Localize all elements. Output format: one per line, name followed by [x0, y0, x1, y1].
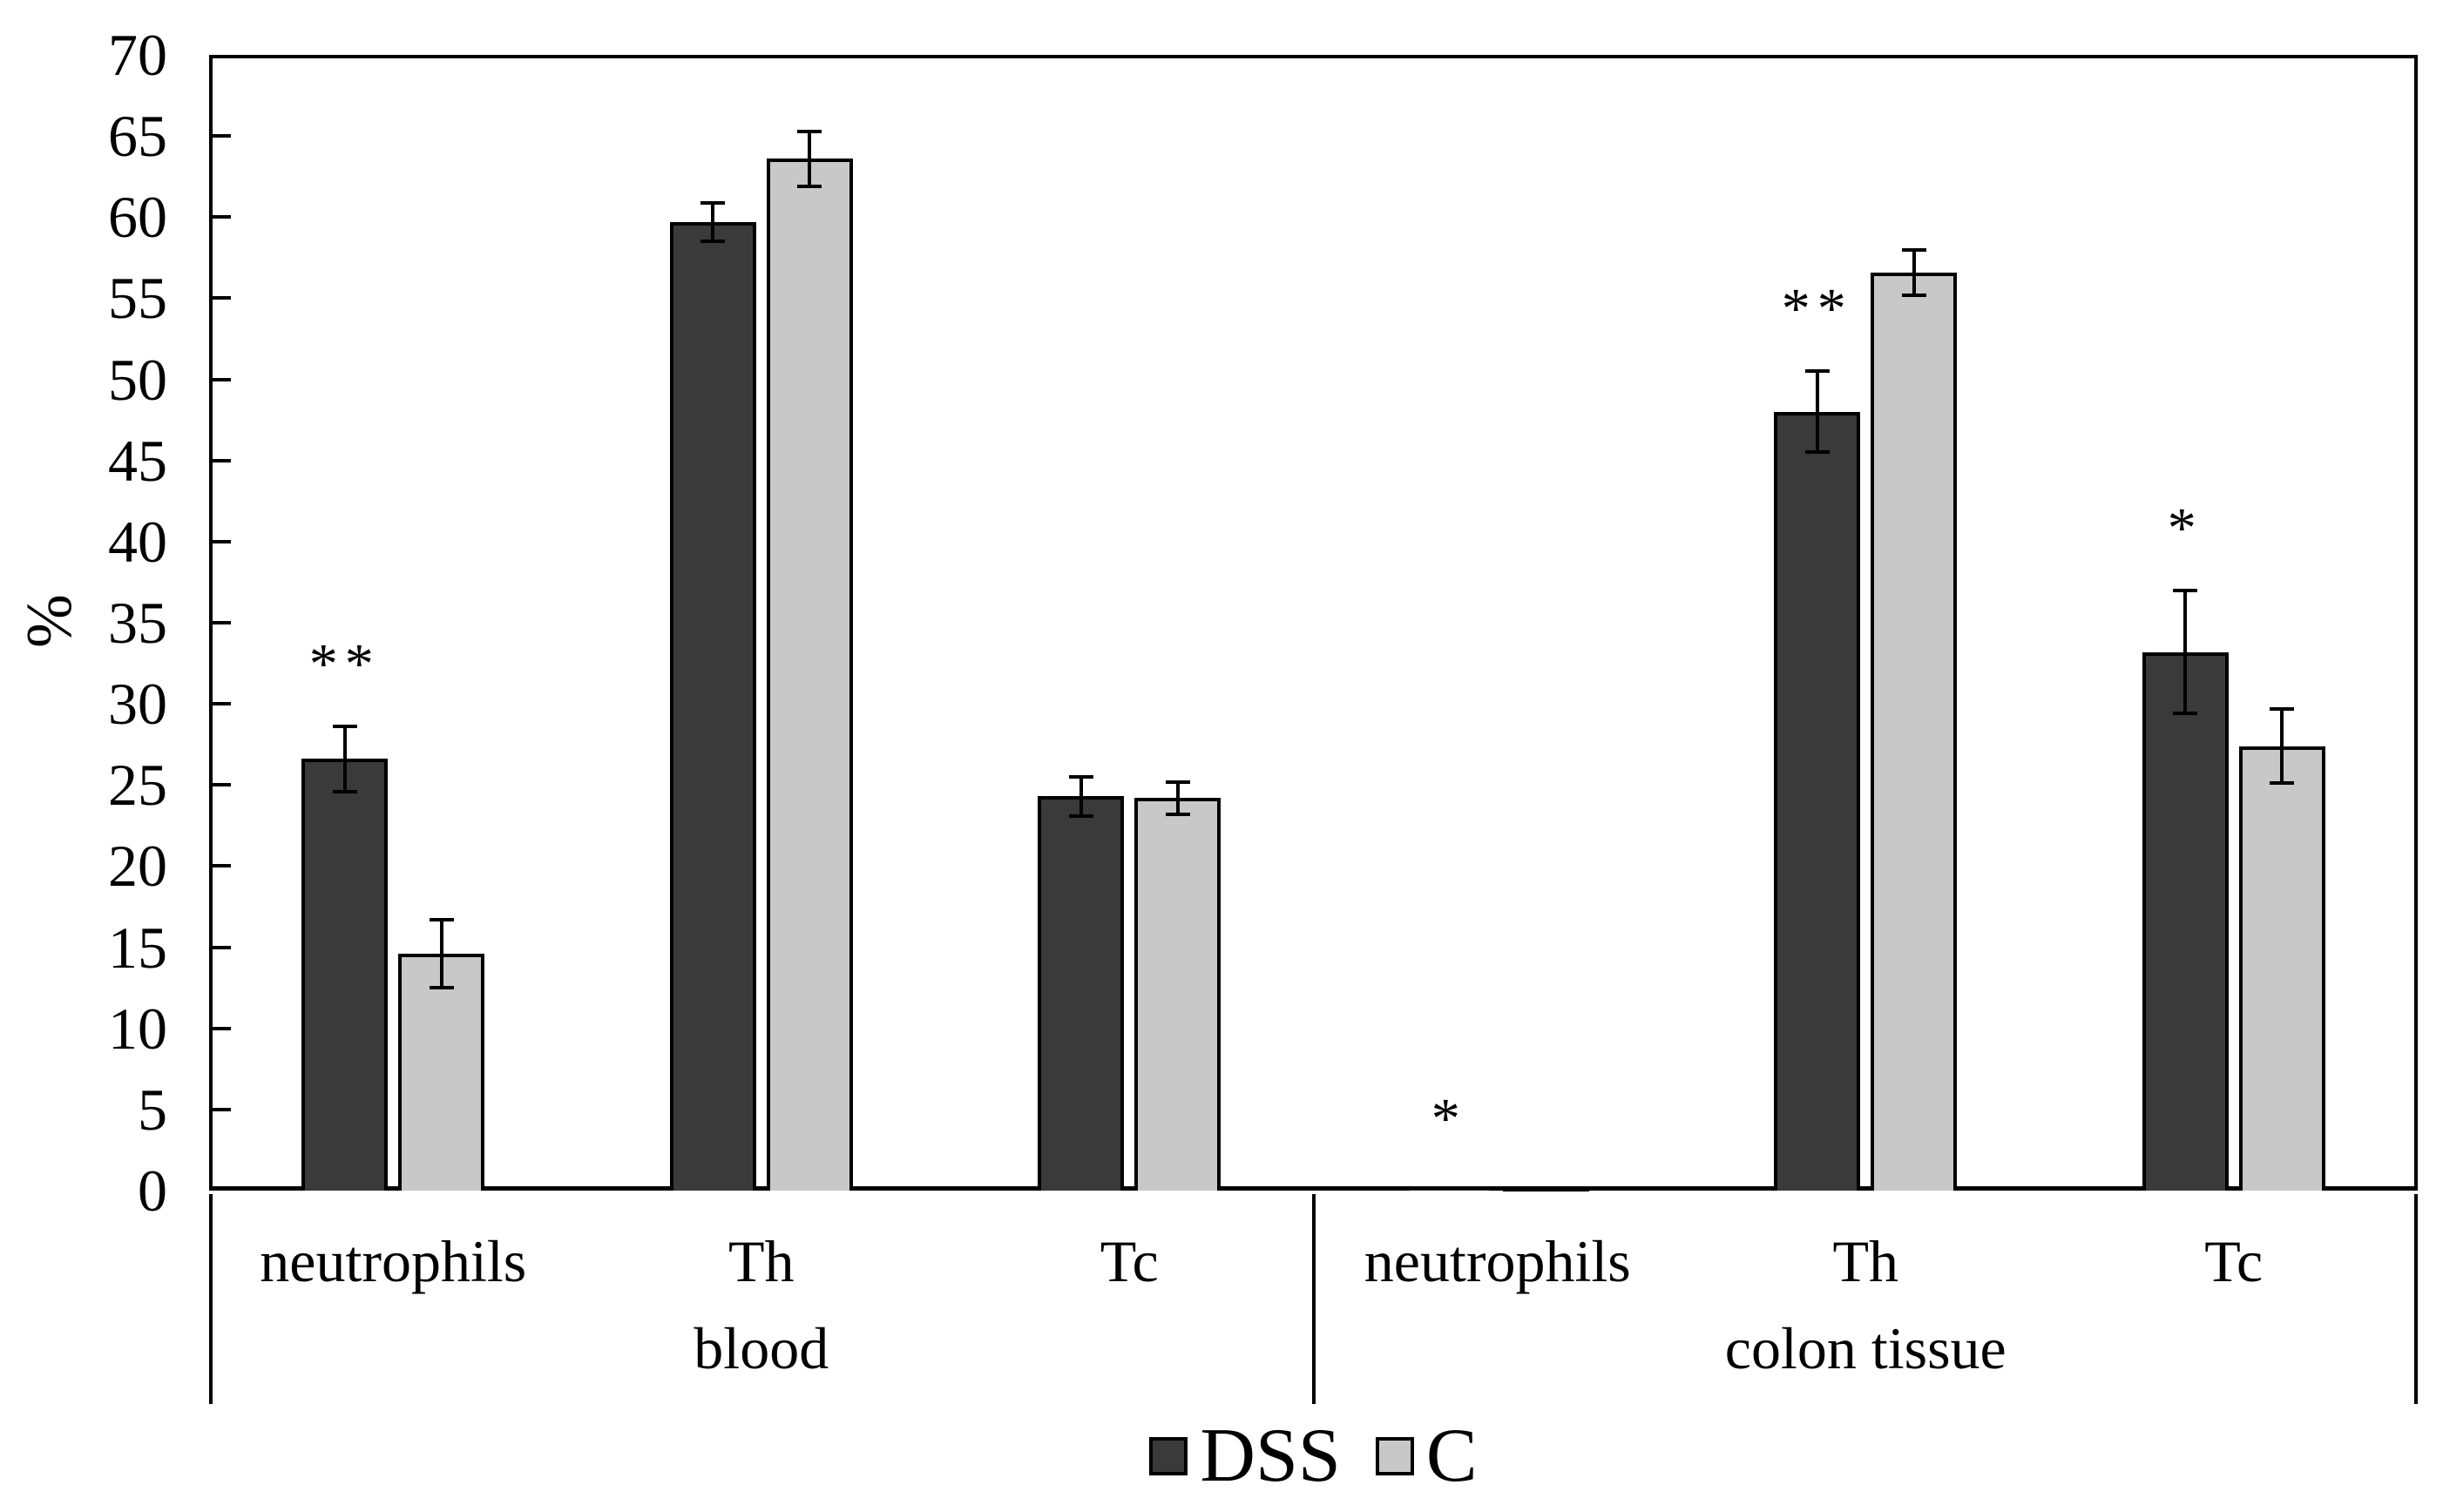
error-cap-bottom-c-blood-neutrophils	[429, 986, 454, 990]
ytick-label-40: 40	[108, 508, 167, 575]
error-cap-top-c-blood-Th	[797, 129, 822, 133]
bar-dss-colon-tissue-Tc	[2142, 651, 2229, 1191]
error-cap-bottom-dss-blood-neutrophils	[332, 789, 357, 793]
ytick-label-5: 5	[138, 1076, 167, 1143]
bar-c-blood-Th	[766, 159, 853, 1191]
group-label-colon-tissue: colon tissue	[1724, 1315, 2007, 1381]
bar-dss-blood-Th	[669, 221, 756, 1191]
error-bar-dss-blood-Tc	[1079, 776, 1083, 816]
significance-marker-colon-tissue-Th: **	[1781, 277, 1853, 341]
error-cap-top-dss-blood-Th	[700, 200, 726, 205]
ytick-mark-35	[213, 621, 231, 624]
bar-c-colon-tissue-Tc	[2238, 746, 2325, 1191]
ytick-mark-65	[213, 134, 231, 138]
error-cap-top-c-blood-neutrophils	[429, 917, 454, 921]
category-label-colon-tissue-neutrophils: neutrophils	[1364, 1228, 1631, 1294]
error-bar-c-blood-Th	[808, 131, 812, 186]
ytick-mark-40	[213, 539, 231, 543]
group-label-blood: blood	[694, 1315, 829, 1381]
legend-entry-dss: DSS	[1149, 1414, 1341, 1498]
error-bar-c-colon-tissue-Th	[1912, 249, 1916, 295]
ytick-label-35: 35	[108, 590, 167, 656]
ytick-label-20: 20	[108, 833, 167, 900]
error-cap-bottom-dss-blood-Th	[700, 240, 726, 244]
error-bar-dss-colon-tissue-Tc	[2183, 590, 2188, 714]
ytick-label-25: 25	[108, 752, 167, 819]
error-cap-top-c-colon-tissue-Tc	[2270, 706, 2295, 711]
legend-swatch-dss-icon	[1149, 1437, 1188, 1475]
legend-label-c: C	[1425, 1414, 1478, 1498]
error-cap-top-c-blood-Tc	[1165, 780, 1190, 784]
significance-marker-blood-neutrophils: **	[308, 632, 381, 697]
bar-dss-colon-tissue-Th	[1774, 411, 1861, 1191]
ytick-mark-30	[213, 702, 231, 706]
category-label-blood-neutrophils: neutrophils	[260, 1228, 527, 1294]
bar-dss-blood-Tc	[1038, 796, 1125, 1191]
category-label-colon-tissue-Th: Th	[1832, 1228, 1899, 1294]
error-cap-bottom-dss-colon-tissue-Tc	[2173, 712, 2198, 716]
error-cap-bottom-dss-blood-Tc	[1068, 813, 1093, 818]
category-axis-separator-left	[209, 1194, 213, 1404]
ytick-label-70: 70	[108, 22, 167, 88]
error-cap-bottom-c-colon-tissue-Tc	[2270, 781, 2295, 786]
bar-c-blood-Tc	[1134, 798, 1222, 1191]
error-cap-top-dss-blood-Tc	[1068, 774, 1093, 779]
ytick-mark-20	[213, 864, 231, 868]
ytick-label-50: 50	[108, 346, 167, 413]
ytick-mark-45	[213, 458, 231, 462]
bar-c-blood-neutrophils	[398, 954, 485, 1191]
ytick-mark-55	[213, 296, 231, 300]
error-bar-c-blood-neutrophils	[439, 919, 443, 989]
ytick-mark-10	[213, 1026, 231, 1030]
significance-marker-colon-tissue-neutrophils: *	[1431, 1087, 1467, 1151]
category-label-blood-Th: Th	[727, 1228, 795, 1294]
legend-label-dss: DSS	[1200, 1414, 1341, 1498]
ytick-label-10: 10	[108, 995, 167, 1062]
ytick-label-55: 55	[108, 265, 167, 332]
legend-entry-c: C	[1375, 1414, 1478, 1498]
ytick-label-65: 65	[108, 103, 167, 170]
bar-c-colon-tissue-Th	[1871, 272, 1958, 1191]
ytick-label-0: 0	[138, 1158, 167, 1224]
error-cap-bottom-c-colon-tissue-Th	[1901, 293, 1926, 297]
bar-dss-blood-neutrophils	[301, 759, 389, 1191]
error-cap-top-dss-blood-neutrophils	[332, 725, 357, 729]
error-cap-bottom-c-blood-Tc	[1165, 812, 1190, 816]
ytick-mark-50	[213, 377, 231, 381]
error-cap-bottom-dss-colon-tissue-Th	[1804, 450, 1830, 455]
error-cap-top-dss-colon-tissue-Tc	[2173, 588, 2198, 592]
error-cap-top-dss-colon-tissue-Th	[1804, 369, 1830, 374]
legend-swatch-c-icon	[1375, 1437, 1414, 1475]
error-bar-c-colon-tissue-Tc	[2280, 708, 2284, 784]
ytick-label-60: 60	[108, 184, 167, 251]
ytick-label-30: 30	[108, 671, 167, 738]
error-bar-dss-colon-tissue-Th	[1815, 371, 1819, 453]
category-label-blood-Tc: Tc	[1100, 1228, 1159, 1294]
significance-marker-colon-tissue-Tc: *	[2167, 496, 2203, 560]
error-bar-dss-blood-neutrophils	[342, 726, 347, 792]
category-label-colon-tissue-Tc: Tc	[2204, 1228, 2264, 1294]
bar-c-colon-tissue-neutrophils	[1502, 1188, 1589, 1191]
error-bar-c-blood-Tc	[1175, 781, 1180, 814]
ytick-mark-25	[213, 783, 231, 787]
bar-dss-colon-tissue-neutrophils	[1405, 1186, 1492, 1191]
ytick-mark-15	[213, 945, 231, 949]
error-cap-bottom-c-blood-Th	[797, 184, 822, 188]
error-bar-dss-blood-Th	[711, 202, 715, 242]
category-axis-separator-center	[1311, 1194, 1316, 1404]
category-axis-separator-right	[2414, 1194, 2418, 1404]
ytick-mark-60	[213, 215, 231, 219]
error-cap-top-c-colon-tissue-Th	[1901, 247, 1926, 252]
ytick-mark-5	[213, 1107, 231, 1111]
legend: DSS C	[209, 1406, 2418, 1507]
ytick-label-15: 15	[108, 914, 167, 981]
plot-area	[209, 55, 2418, 1191]
ytick-label-45: 45	[108, 427, 167, 494]
